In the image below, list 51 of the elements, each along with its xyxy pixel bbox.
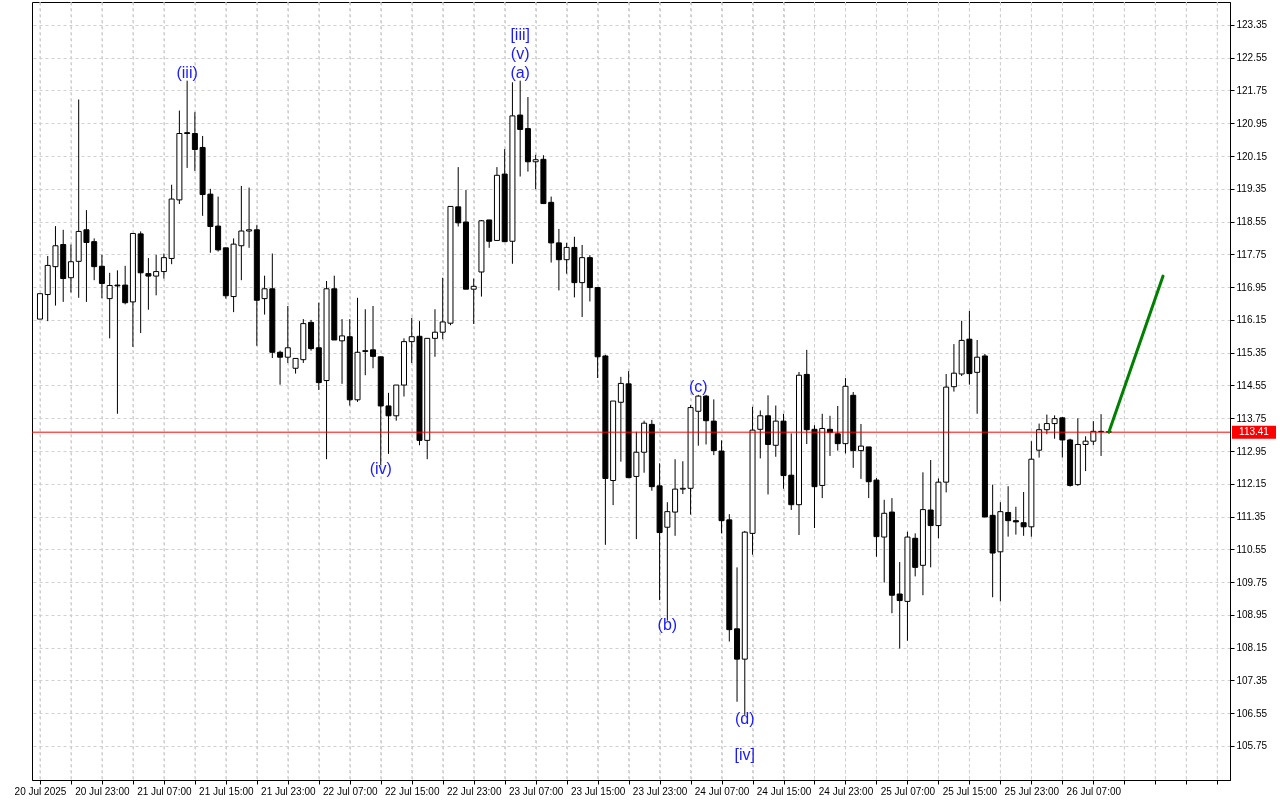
x-tick-label: 21 Jul 15:00 <box>199 785 255 797</box>
x-tick-label: 22 Jul 23:00 <box>446 785 502 797</box>
y-tick-label: 122.55 <box>1236 52 1268 64</box>
x-tick-label: 24 Jul 23:00 <box>818 785 874 797</box>
x-tick-label: 20 Jul 23:00 <box>75 785 131 797</box>
ref-line-label: 113.41 <box>1239 426 1270 438</box>
y-tick-label: 121.75 <box>1236 84 1268 96</box>
x-tick-label: 26 Jul 07:00 <box>1066 785 1122 797</box>
x-tick-label: 22 Jul 07:00 <box>323 785 378 797</box>
annotation: [iv] <box>734 745 756 763</box>
annotation: (a) <box>510 63 530 81</box>
annotation: [iii] <box>510 25 530 43</box>
x-tick-label: 24 Jul 07:00 <box>694 785 750 797</box>
y-tick-label: 115.35 <box>1236 347 1267 359</box>
annotation: (iv) <box>369 459 392 477</box>
x-tick-label: 21 Jul 07:00 <box>137 785 193 797</box>
y-tick-label: 108.95 <box>1236 609 1268 621</box>
y-tick-label: 123.35 <box>1236 19 1268 31</box>
y-tick-label: 116.15 <box>1236 314 1267 326</box>
x-tick-label: 21 Jul 23:00 <box>261 785 316 797</box>
x-tick-label: 24 Jul 15:00 <box>756 785 812 797</box>
annotation: (c) <box>688 377 708 395</box>
y-tick-label: 118.55 <box>1236 216 1267 228</box>
y-tick-label: 105.75 <box>1236 740 1268 752</box>
x-tick-label: 23 Jul 15:00 <box>570 785 626 797</box>
y-tick-label: 110.55 <box>1236 543 1267 555</box>
annotation: (d) <box>735 709 755 727</box>
y-tick-label: 114.55 <box>1236 379 1267 391</box>
y-tick-label: 117.75 <box>1236 248 1267 260</box>
y-tick-label: 116.95 <box>1236 281 1267 293</box>
x-tick-label: 20 Jul 2025 <box>14 785 67 797</box>
y-tick-label: 109.75 <box>1236 576 1268 588</box>
y-tick-label: 111.35 <box>1236 511 1267 523</box>
y-tick-label: 112.15 <box>1236 478 1267 490</box>
y-tick-label: 120.95 <box>1236 117 1268 129</box>
x-tick-label: 25 Jul 07:00 <box>880 785 936 797</box>
annotation: (iii) <box>176 63 198 81</box>
x-tick-label: 25 Jul 23:00 <box>1004 785 1060 797</box>
x-tick-label: 25 Jul 15:00 <box>942 785 998 797</box>
y-tick-label: 107.35 <box>1236 674 1268 686</box>
x-tick-label: 23 Jul 07:00 <box>508 785 564 797</box>
y-tick-label: 120.15 <box>1236 150 1268 162</box>
y-tick-label: 108.15 <box>1236 642 1268 654</box>
annotation: (b) <box>657 615 678 633</box>
x-tick-label: 23 Jul 23:00 <box>632 785 688 797</box>
annotation: (v) <box>510 44 530 62</box>
y-tick-label: 112.95 <box>1236 445 1267 457</box>
y-tick-label: 113.75 <box>1236 412 1267 424</box>
y-tick-label: 119.35 <box>1236 183 1267 195</box>
y-tick-label: 106.55 <box>1236 707 1268 719</box>
x-tick-label: 22 Jul 15:00 <box>384 785 440 797</box>
